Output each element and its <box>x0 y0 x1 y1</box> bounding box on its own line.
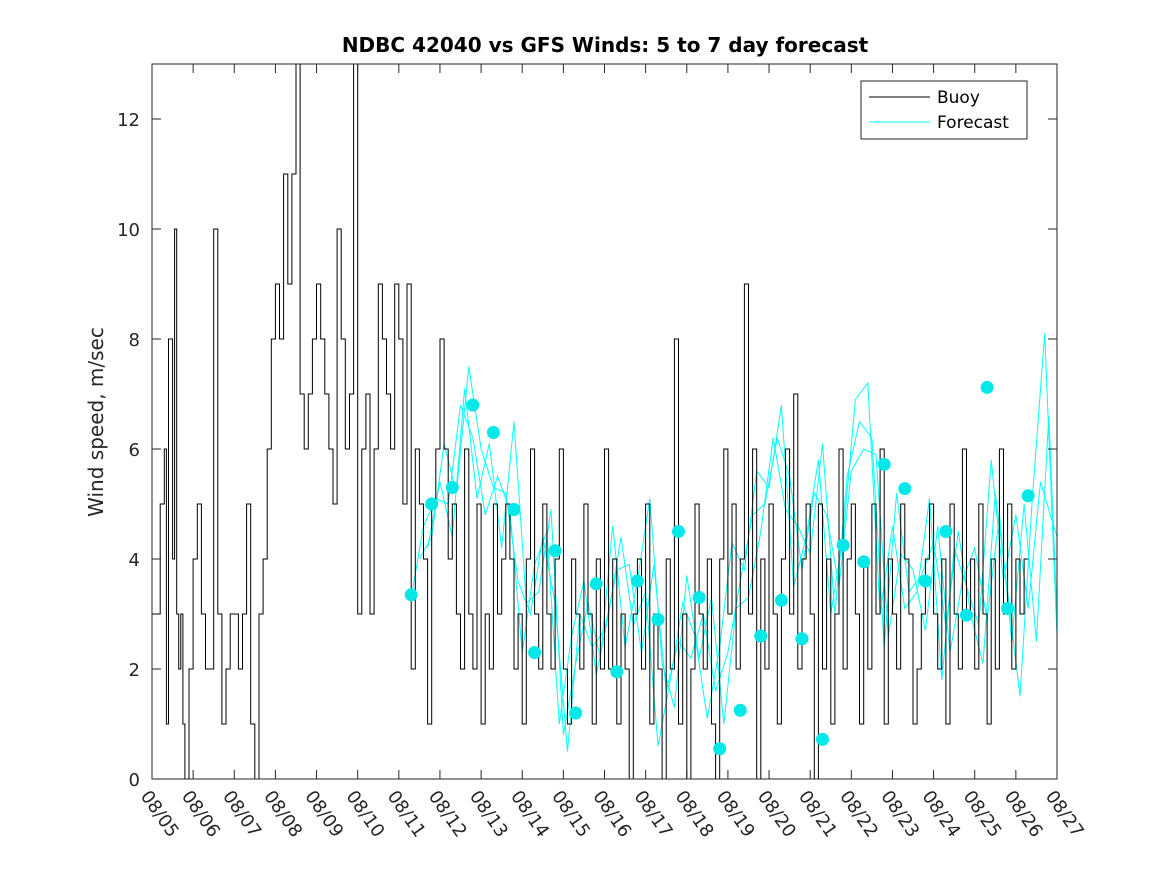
buoy-line-group <box>152 63 1029 780</box>
y-tick-label: 12 <box>117 110 140 131</box>
forecast-marker <box>425 497 439 511</box>
legend: Buoy Forecast <box>860 80 1028 140</box>
x-tick-label: 08/09 <box>300 787 347 842</box>
x-tick-label: 08/12 <box>424 787 471 842</box>
forecast-marker <box>610 665 624 679</box>
forecast-marker <box>507 503 521 516</box>
forecast-line-3 <box>427 333 1058 736</box>
x-tick-label: 08/17 <box>630 787 677 842</box>
forecast-marker <box>445 481 459 494</box>
y-tick-label: 6 <box>129 440 140 461</box>
y-tick-label: 4 <box>129 550 140 571</box>
forecast-marker <box>918 574 932 588</box>
forecast-marker <box>1021 489 1035 503</box>
x-tick-label: 08/18 <box>671 787 718 842</box>
forecast-marker <box>548 544 562 558</box>
x-tick-label: 08/26 <box>1000 787 1047 842</box>
x-tick-label: 08/16 <box>588 787 635 842</box>
forecast-marker <box>877 457 891 471</box>
x-tick-label: 08/23 <box>876 787 923 842</box>
plot-area <box>152 64 1057 779</box>
forecast-marker <box>630 574 644 588</box>
x-tick-label: 08/05 <box>136 787 183 842</box>
x-tick-label: 08/07 <box>218 787 265 842</box>
x-tick-label: 08/14 <box>506 787 553 842</box>
forecast-marker <box>569 706 583 720</box>
forecast-marker <box>528 646 542 659</box>
y-tick-label: 10 <box>117 220 140 241</box>
x-tick-label: 08/24 <box>917 787 964 842</box>
forecast-marker <box>960 608 973 622</box>
forecast-marker <box>486 426 500 439</box>
forecast-marker <box>466 398 480 412</box>
x-tick-label: 08/27 <box>1041 787 1088 842</box>
y-axis-label: Wind speed, m/sec <box>84 327 108 517</box>
forecast-marker <box>857 555 871 569</box>
forecast-marker <box>404 588 418 602</box>
forecast-marker <box>836 538 850 552</box>
forecast-marker <box>898 482 912 496</box>
y-tick-label: 0 <box>129 770 140 791</box>
forecast-marker <box>589 577 603 591</box>
forecast-marker <box>1001 602 1015 615</box>
chart-title: NDBC 42040 vs GFS Winds: 5 to 7 day fore… <box>342 33 869 57</box>
forecast-marker <box>980 380 994 394</box>
x-tick-label: 08/06 <box>177 787 224 842</box>
forecast-markers <box>404 380 1035 756</box>
x-tick-label: 08/15 <box>547 787 594 842</box>
x-tick-label: 08/11 <box>383 787 430 842</box>
x-tick-label: 08/25 <box>959 787 1006 842</box>
forecast-marker <box>795 632 809 646</box>
forecast-marker <box>651 613 665 626</box>
y-tick-label: 2 <box>129 660 140 681</box>
x-tick-label: 08/20 <box>753 787 800 842</box>
x-tick-label: 08/13 <box>465 787 512 842</box>
forecast-marker <box>733 703 747 717</box>
y-axis: 0 2 4 6 8 10 12 <box>117 110 1057 791</box>
x-tick-label: 08/22 <box>835 787 882 842</box>
legend-label-buoy: Buoy <box>937 88 980 108</box>
x-tick-label: 08/19 <box>712 787 759 842</box>
buoy-line <box>152 63 1029 780</box>
x-tick-label: 08/10 <box>342 787 389 842</box>
legend-box <box>860 80 1028 140</box>
forecast-marker <box>692 591 706 604</box>
forecast-marker <box>672 525 685 538</box>
forecast-marker <box>774 593 788 607</box>
legend-label-forecast: Forecast <box>937 113 1009 133</box>
x-tick-label: 08/21 <box>794 787 841 842</box>
x-tick-label: 08/08 <box>259 787 306 842</box>
forecast-marker <box>816 732 829 746</box>
forecast-marker <box>939 525 953 538</box>
forecast-marker <box>754 629 768 643</box>
y-tick-label: 8 <box>129 330 140 351</box>
forecast-marker <box>713 742 727 756</box>
